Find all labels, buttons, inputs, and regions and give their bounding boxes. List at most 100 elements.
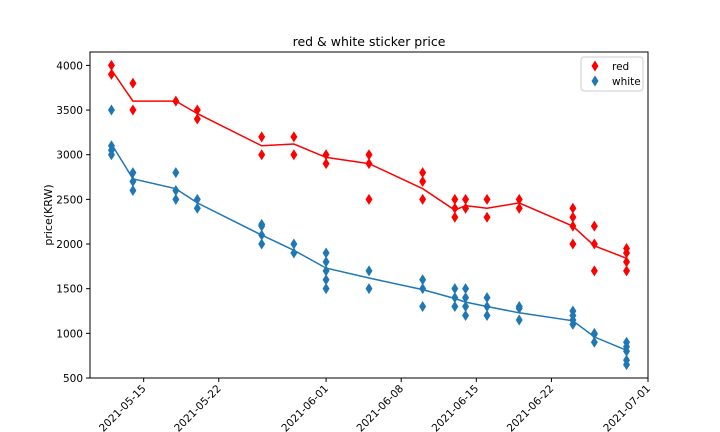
white-point [515,314,523,326]
axes-frame [89,51,649,379]
white-point [258,229,266,241]
white-point [107,149,115,161]
legend-label-white: white [612,76,641,88]
legend: red white [580,56,644,92]
red-point [365,193,373,205]
white-point [322,256,330,268]
y-tick-label: 3500 [56,105,83,117]
white-point [515,302,523,314]
legend-label-red: red [612,61,629,73]
red-point [129,104,137,116]
red-point [569,202,577,214]
white-point [451,301,459,313]
white-point [258,238,266,250]
white-point [462,301,470,313]
red-point [193,113,201,125]
white-point [462,309,470,321]
red-point [419,167,427,179]
red-point [623,256,631,268]
chart-title: red & white sticker price [293,34,446,49]
y-tick-label: 1000 [56,328,83,340]
white-point [623,345,631,357]
white-point [193,193,201,205]
plot-area [107,59,631,371]
red-point [462,202,470,214]
red-point [172,95,180,107]
red-point [451,202,459,214]
y-tick-label: 2500 [56,194,83,206]
red-point [515,202,523,214]
red-series-line [110,69,627,259]
red-point [258,131,266,143]
red-point [258,149,266,161]
white-point [623,359,631,371]
red-point [107,68,115,80]
white-point [322,274,330,286]
white-point [172,167,180,179]
white-point [569,318,577,330]
red-point [590,265,598,277]
red-point [569,238,577,250]
white-point [451,283,459,295]
red-point [290,131,298,143]
white-point [290,247,298,259]
red-point [322,158,330,170]
red-point [590,238,598,250]
y-axis-label: price(KRW) [42,184,55,245]
red-point [623,247,631,259]
red-point [515,193,523,205]
white-point [419,301,427,313]
y-tick-label: 4000 [56,60,83,72]
legend-marker-red [591,60,599,72]
red-point [107,59,115,71]
legend-marker-white [591,75,599,87]
red-point [290,149,298,161]
white-point [483,301,491,313]
red-point [129,77,137,89]
y-axis: 500 1000 1500 2000 2500 3000 3500 4000 [56,60,90,385]
white-point [129,184,137,196]
red-point [419,193,427,205]
white-point [365,265,373,277]
y-tick-label: 1500 [56,284,83,296]
red-point [451,211,459,223]
white-point [462,283,470,295]
red-point [483,193,491,205]
white-point [172,184,180,196]
red-point [419,176,427,188]
red-point [365,158,373,170]
white-point [483,309,491,321]
white-point [462,292,470,304]
white-point [451,292,459,304]
white-point [322,265,330,277]
white-point [129,176,137,188]
white-point [129,167,137,179]
white-point [322,247,330,259]
red-point [365,149,373,161]
white-point [419,274,427,286]
white-point [590,336,598,348]
y-tick-label: 500 [63,373,83,385]
white-point [483,292,491,304]
red-point [569,211,577,223]
white-point [419,283,427,295]
white-point [322,283,330,295]
red-point [322,149,330,161]
white-point [590,328,598,340]
red-point [483,211,491,223]
white-point [172,193,180,205]
white-point [258,220,266,232]
red-point [569,220,577,232]
red-point [193,104,201,116]
red-point [590,220,598,232]
red-point [623,265,631,277]
white-point [290,238,298,250]
y-tick-label: 2000 [56,239,83,251]
y-tick-label: 3000 [56,150,83,162]
red-point [451,193,459,205]
red-point [462,193,470,205]
white-series-line [110,143,627,351]
white-point [193,202,201,214]
